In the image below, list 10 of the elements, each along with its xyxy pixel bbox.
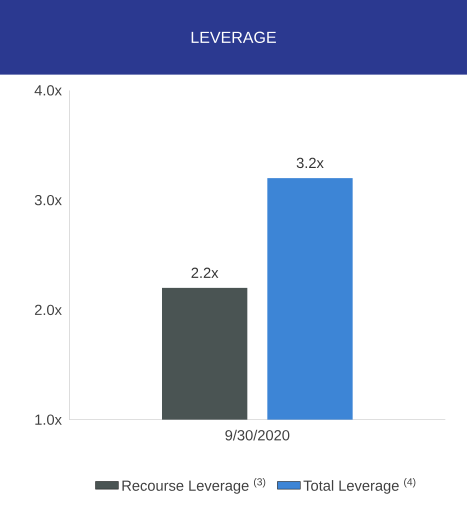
chart-title: LEVERAGE: [192, 32, 276, 43]
y-tick-label: 3.0x: [34, 194, 62, 206]
y-tick-label: 1.0x: [35, 414, 62, 425]
data-label: 2.2x: [192, 268, 218, 278]
x-tick-label: 9/30/2020: [225, 430, 290, 440]
y-tick-label: 2.0x: [34, 304, 62, 316]
legend-label: Recourse Leverage $^{(3)}$: [122, 478, 266, 494]
data-label: 3.2x: [296, 158, 324, 168]
legend-label: Total Leverage $^{(4)}$: [304, 478, 416, 494]
y-tick-label: 4.0x: [34, 85, 62, 96]
